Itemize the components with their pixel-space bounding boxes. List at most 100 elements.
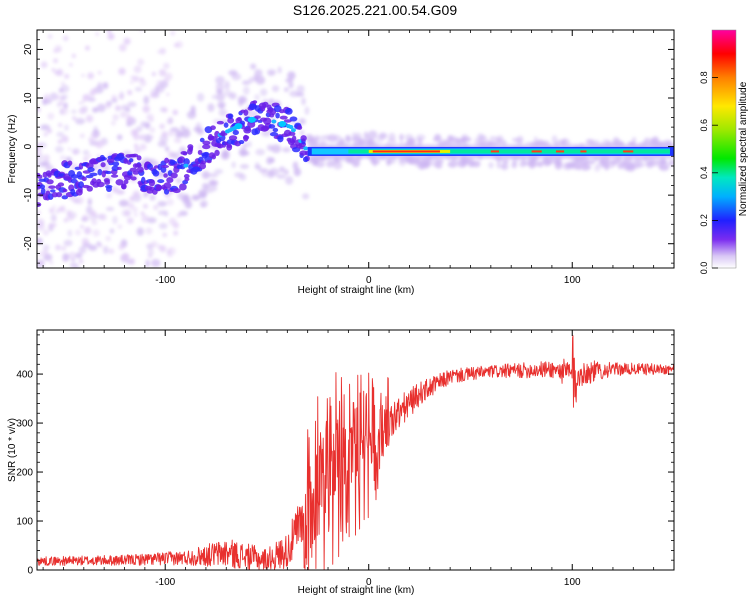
spectrogram-mark <box>243 134 249 142</box>
spectrogram-mark <box>40 187 46 195</box>
snr-y-tick-label: 400 <box>16 370 33 381</box>
spectrogram-mark <box>176 213 182 218</box>
spectrogram-mark <box>570 158 579 164</box>
spectrogram-mark <box>290 128 296 133</box>
spectrogram-mark <box>106 158 115 164</box>
spectrogram-mark <box>157 244 163 250</box>
spectrogram-mark <box>511 137 519 142</box>
spectrogram-mark <box>118 94 124 99</box>
spectrogram-mark <box>468 161 475 168</box>
spectrogram-mark <box>110 120 116 126</box>
spectrogram-mark <box>305 134 314 143</box>
spectrogram-mark <box>75 196 84 205</box>
spectrogram-mark <box>62 188 68 193</box>
spectrogram-mark <box>161 131 168 138</box>
spectrogram-mark <box>320 134 325 143</box>
spectrogram-mark <box>213 185 218 192</box>
spectrogram-mark <box>345 157 353 163</box>
spectrogram-mark <box>185 200 192 209</box>
spectrogram-mark <box>78 246 87 254</box>
spectrogram-mark <box>151 168 158 175</box>
spectrogram-mark <box>117 224 123 230</box>
spectrogram-mark <box>214 168 224 175</box>
spectrogram-mark <box>132 190 141 198</box>
spectrogram-mark <box>216 92 225 102</box>
spectrogram-mark <box>82 94 90 102</box>
spectrogram-mark <box>108 248 115 255</box>
spectrogram-mark <box>298 118 306 125</box>
spectrogram-mark <box>255 148 266 156</box>
spectrogram-mark <box>160 139 165 144</box>
spectrogram-mark <box>38 251 44 257</box>
spectrogram-mark <box>145 227 153 235</box>
spectrogram-mark <box>104 102 112 109</box>
spectrogram-mark <box>183 163 189 168</box>
spectrogram-mark <box>139 143 147 151</box>
spectrogram-mark <box>339 137 345 145</box>
spectrogram-mark <box>234 172 244 178</box>
spectrogram-mark <box>81 176 87 182</box>
spectrogram-mark <box>302 156 309 163</box>
spectrogram-mark <box>533 136 538 143</box>
spectrogram-mark <box>64 124 69 131</box>
spectrogram-mark <box>278 166 286 173</box>
spectrogram-mark <box>143 134 152 143</box>
colorbar-tick-label: 0.0 <box>699 262 709 275</box>
spectrogram-mark <box>410 158 421 166</box>
spectrogram-mark <box>271 144 282 154</box>
spectrogram-mark <box>432 162 438 167</box>
snr-panel: -100 0 100 0 100 200 300 400 Height of straight… <box>7 329 675 596</box>
spectrogram-mark <box>461 134 469 142</box>
spectrogram-mark <box>110 174 119 178</box>
spectrogram-mark <box>52 217 57 221</box>
spectrogram-mark <box>153 204 159 211</box>
spectrogram-mark <box>41 160 51 167</box>
spectrogram-mark <box>60 93 68 100</box>
spectrogram-mark <box>326 160 335 168</box>
spectrogram-mark <box>60 206 66 213</box>
spectrogram-mark <box>111 186 119 193</box>
spectrogram-mark <box>232 130 239 136</box>
spectrogram-mark <box>196 92 205 102</box>
spectrogram-mark <box>37 218 45 227</box>
spectrogram-mark <box>173 230 179 236</box>
spectrogram-mark <box>124 210 130 216</box>
spectrogram-mark <box>40 124 51 131</box>
snr-data <box>37 335 674 570</box>
spectrogram-mark <box>126 113 130 117</box>
spectrogram-mark <box>71 53 76 58</box>
spectrogram-mark <box>531 150 542 153</box>
spectrogram-mark <box>64 73 70 79</box>
spectrogram-mark <box>536 161 544 168</box>
spectrogram-mark <box>252 100 258 104</box>
spectrogram-mark <box>215 76 225 85</box>
spectrogram-mark <box>283 169 289 176</box>
spectrogram-mark <box>182 152 188 156</box>
spectrogram-mark <box>61 192 68 197</box>
spectrogram-mark <box>37 210 41 215</box>
spectrogram-mark <box>99 213 107 221</box>
spectrogram-frame <box>36 29 675 269</box>
spectrogram-mark <box>129 196 134 202</box>
spectrogram-mark <box>115 179 124 186</box>
spectrogram-mark <box>68 251 76 260</box>
spectrogram-mark <box>55 94 62 101</box>
spectrogram-mark <box>201 182 209 190</box>
spectrogram-mark <box>70 109 77 114</box>
spectrogram-mark <box>95 32 99 36</box>
spectrogram-mark <box>97 82 103 89</box>
spectrogram-mark <box>163 173 168 178</box>
spectrogram-mark <box>300 135 307 142</box>
spectrogram-mark <box>254 93 260 101</box>
spectrogram-mark <box>46 179 54 185</box>
spectrogram-mark <box>172 109 179 116</box>
spectrogram-mark <box>127 90 133 96</box>
spectrogram-mark <box>238 148 248 157</box>
spectrogram-mark <box>206 159 212 164</box>
spectrogram-mark <box>100 162 106 168</box>
spectrogram-ridge <box>37 100 674 208</box>
spectrogram-mark <box>191 194 200 201</box>
spectrogram-mark <box>88 137 92 142</box>
spectrogram-mark <box>263 117 272 125</box>
snr-x-tick-label: 0 <box>366 577 372 588</box>
